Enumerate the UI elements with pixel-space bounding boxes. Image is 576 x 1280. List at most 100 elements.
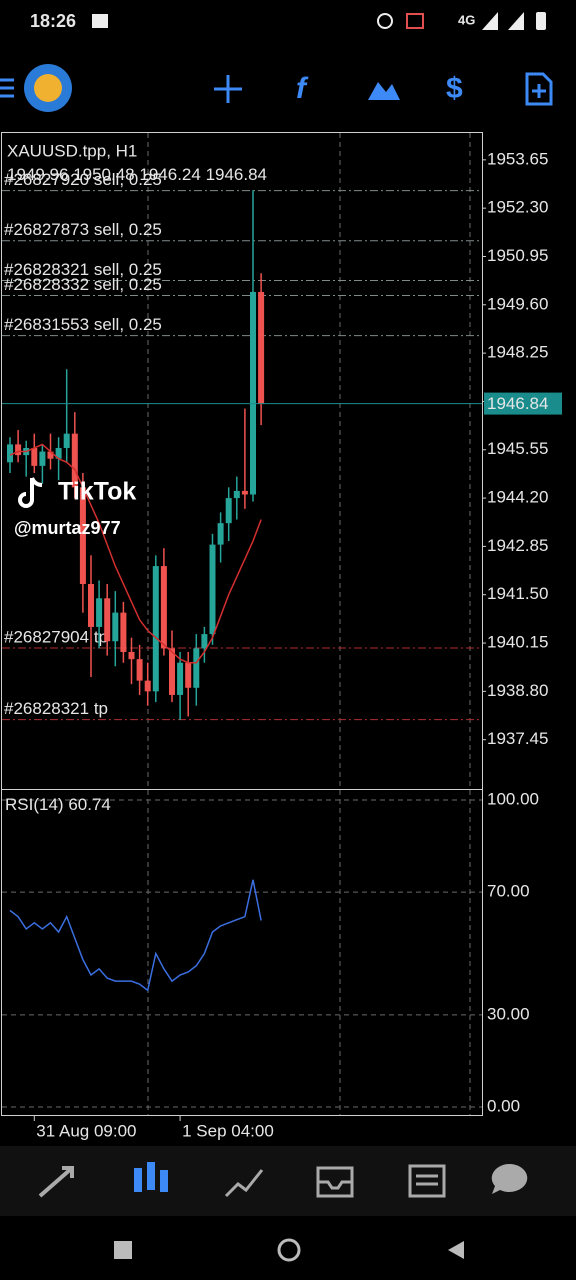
candle-body [201, 634, 208, 649]
low: 1946.24 [139, 165, 200, 184]
cast-icon [406, 13, 424, 29]
candle-body [177, 662, 184, 695]
home-button[interactable] [277, 1238, 301, 1262]
candle-body [71, 433, 78, 488]
rsi-line [9, 879, 262, 992]
alarm-icon [377, 13, 393, 29]
ohlc-readout: 1949.96 1950.48 1946.24 1946.84 [7, 165, 267, 184]
candle-body [128, 651, 135, 660]
candle-body [185, 662, 192, 688]
trade-button[interactable]: $ [446, 72, 463, 105]
quotes-tab[interactable] [38, 1166, 74, 1198]
y-tick-label: 1950.95 [487, 246, 548, 265]
chart-title: XAUUSD.tpp, H1 [7, 141, 137, 160]
y-tick-label: 1941.50 [487, 584, 548, 603]
rsi-name: RSI(14) [5, 795, 64, 814]
status-icon [92, 14, 108, 28]
watermark-brand: TikTok [58, 478, 136, 506]
candle-body [193, 648, 200, 688]
candle-body [7, 444, 13, 463]
candle-body [55, 447, 62, 459]
objects-button[interactable] [368, 82, 400, 100]
order-label: #26828321 sell, 0.25 [4, 260, 162, 279]
y-tick-label: 30.00 [487, 1004, 530, 1023]
moving-average [9, 443, 262, 664]
watermark-logo [18, 477, 43, 508]
candle-body [217, 523, 224, 545]
history-tab[interactable] [316, 1166, 354, 1198]
candle-body [120, 612, 127, 652]
price-pane: 1953.65 1952.30 1950.95 1949.60 1948.25 1946.… [2, 149, 562, 748]
y-tick-label: 1944.20 [487, 488, 548, 507]
x-tick-label: 1 Sep 04:00 [182, 1121, 274, 1140]
y-tick-label: 1949.60 [487, 294, 548, 313]
new-order-button[interactable] [525, 72, 553, 106]
y-tick-label: 1948.25 [487, 343, 548, 362]
candle-body [39, 451, 46, 466]
candle-body [31, 447, 38, 466]
order-label: #26827904 tp [4, 628, 108, 647]
candle-body [225, 498, 232, 524]
recents-button[interactable] [114, 1241, 132, 1259]
candle-body [152, 566, 159, 692]
candle-body [250, 291, 256, 495]
trade-tab[interactable] [224, 1169, 264, 1198]
order-label: #26828332 sell, 0.25 [4, 275, 162, 294]
y-tick-label: 1942.85 [487, 536, 548, 555]
candle-body [136, 659, 143, 681]
candle-body [79, 487, 86, 584]
y-tick-label: 1940.15 [487, 633, 548, 652]
indicator-button[interactable]: f [296, 72, 309, 105]
signal-icon [482, 12, 524, 30]
order-label: #26831553 sell, 0.25 [4, 315, 162, 334]
candle-body [47, 451, 54, 459]
price-label: 1946.84 [487, 394, 548, 413]
candle-body [233, 490, 240, 499]
candle-body [144, 680, 151, 692]
chart-frame [1, 132, 483, 1116]
y-tick-label: 70.00 [487, 882, 530, 901]
order-label: #26827920 sell, 0.25 [4, 170, 162, 189]
candle-body [104, 598, 111, 642]
candle-body [209, 544, 216, 635]
y-tick-label: 0.00 [487, 1096, 520, 1115]
y-tick-label: 1952.30 [487, 198, 548, 217]
close: 1946.84 [206, 165, 267, 184]
y-tick-label: 1945.55 [487, 439, 548, 458]
candle-body [258, 291, 265, 404]
candle-body [15, 444, 22, 456]
price-label-box [484, 392, 562, 415]
candle-body [241, 490, 248, 495]
watermark-user: @murtaz977 [14, 518, 121, 538]
chart-tab[interactable] [134, 1162, 168, 1192]
candle-body [96, 598, 103, 627]
rsi-value: 60.74 [68, 795, 111, 814]
clock: 18:26 [30, 11, 76, 31]
menu-button[interactable] [0, 78, 14, 98]
app-logo-inner [34, 74, 62, 102]
crosshair-button[interactable] [214, 75, 242, 103]
rsi-title: RSI(14) 60.74 [5, 795, 111, 814]
time-grid [147, 133, 471, 1115]
chat-tab[interactable] [491, 1163, 528, 1194]
candle-body [112, 612, 119, 642]
order-label: #26828321 tp [4, 699, 108, 718]
y-tick-label: 100.00 [487, 789, 539, 808]
bottom-nav [0, 1146, 576, 1216]
battery-icon [536, 12, 546, 30]
open: 1949.96 [7, 165, 68, 184]
x-tick-label: 31 Aug 09:00 [36, 1121, 136, 1140]
candle-body [88, 583, 94, 627]
order-label: #26827873 sell, 0.25 [4, 220, 162, 239]
y-tick-label: 1938.80 [487, 681, 548, 700]
candle-body [169, 648, 175, 695]
y-tick-label: 1937.45 [487, 729, 548, 748]
back-button[interactable] [448, 1241, 464, 1259]
candle-body [160, 566, 167, 649]
news-tab[interactable] [408, 1164, 446, 1198]
high: 1950.48 [73, 165, 134, 184]
candle-body [63, 433, 70, 448]
